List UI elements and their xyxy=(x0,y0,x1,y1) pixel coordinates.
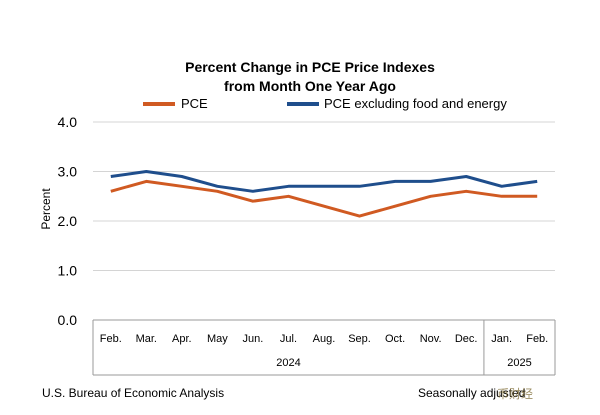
year-label: 2025 xyxy=(507,357,531,369)
x-tick-label: Feb. xyxy=(526,333,548,345)
footer-source: U.S. Bureau of Economic Analysis xyxy=(42,386,225,400)
chart-svg: Percent Change in PCE Price Indexes from… xyxy=(39,59,556,376)
legend: PCE PCE excluding food and energy xyxy=(143,96,507,111)
series-lines xyxy=(110,170,538,218)
x-tick-label: Sep. xyxy=(348,333,371,345)
x-tick-label: Jun. xyxy=(243,333,264,345)
series-line-pce xyxy=(110,179,538,218)
legend-label-pce: PCE xyxy=(181,96,208,111)
watermark: 币财经 xyxy=(497,387,534,401)
x-tick-label: Jul. xyxy=(280,333,297,345)
x-tick-label: Mar. xyxy=(136,333,157,345)
x-tick-label: Aug. xyxy=(313,333,336,345)
x-tick-label: May xyxy=(207,333,228,345)
x-tick-label: Dec. xyxy=(455,333,478,345)
x-tick-label: Apr. xyxy=(172,333,192,345)
gridlines xyxy=(93,121,555,271)
series-line-core-pce xyxy=(110,170,538,193)
y-tick-label: 4.0 xyxy=(58,114,78,130)
y-axis-label: Percent xyxy=(39,188,53,230)
x-tick-label: Oct. xyxy=(385,333,405,345)
y-tick-label: 0.0 xyxy=(58,312,78,328)
year-label: 2024 xyxy=(276,357,300,369)
footer-note: Seasonally adjusted xyxy=(418,386,526,400)
legend-label-core-pce: PCE excluding food and energy xyxy=(324,96,507,111)
chart-title-line-2: from Month One Year Ago xyxy=(224,78,396,94)
x-tick-label: Jan. xyxy=(491,333,512,345)
y-tick-label: 3.0 xyxy=(58,164,78,180)
chart-title-line-1: Percent Change in PCE Price Indexes xyxy=(185,59,435,75)
x-tick-label: Nov. xyxy=(420,333,442,345)
y-tick-label: 1.0 xyxy=(58,263,78,279)
y-tick-label: 2.0 xyxy=(58,213,78,229)
x-tick-label: Feb. xyxy=(100,333,122,345)
y-axis-ticks: 0.0 1.0 2.0 3.0 4.0 xyxy=(58,114,78,328)
x-axis: Feb. Mar. Apr. May Jun. Jul. Aug. Sep. Oct. Nov. D… xyxy=(92,319,556,376)
